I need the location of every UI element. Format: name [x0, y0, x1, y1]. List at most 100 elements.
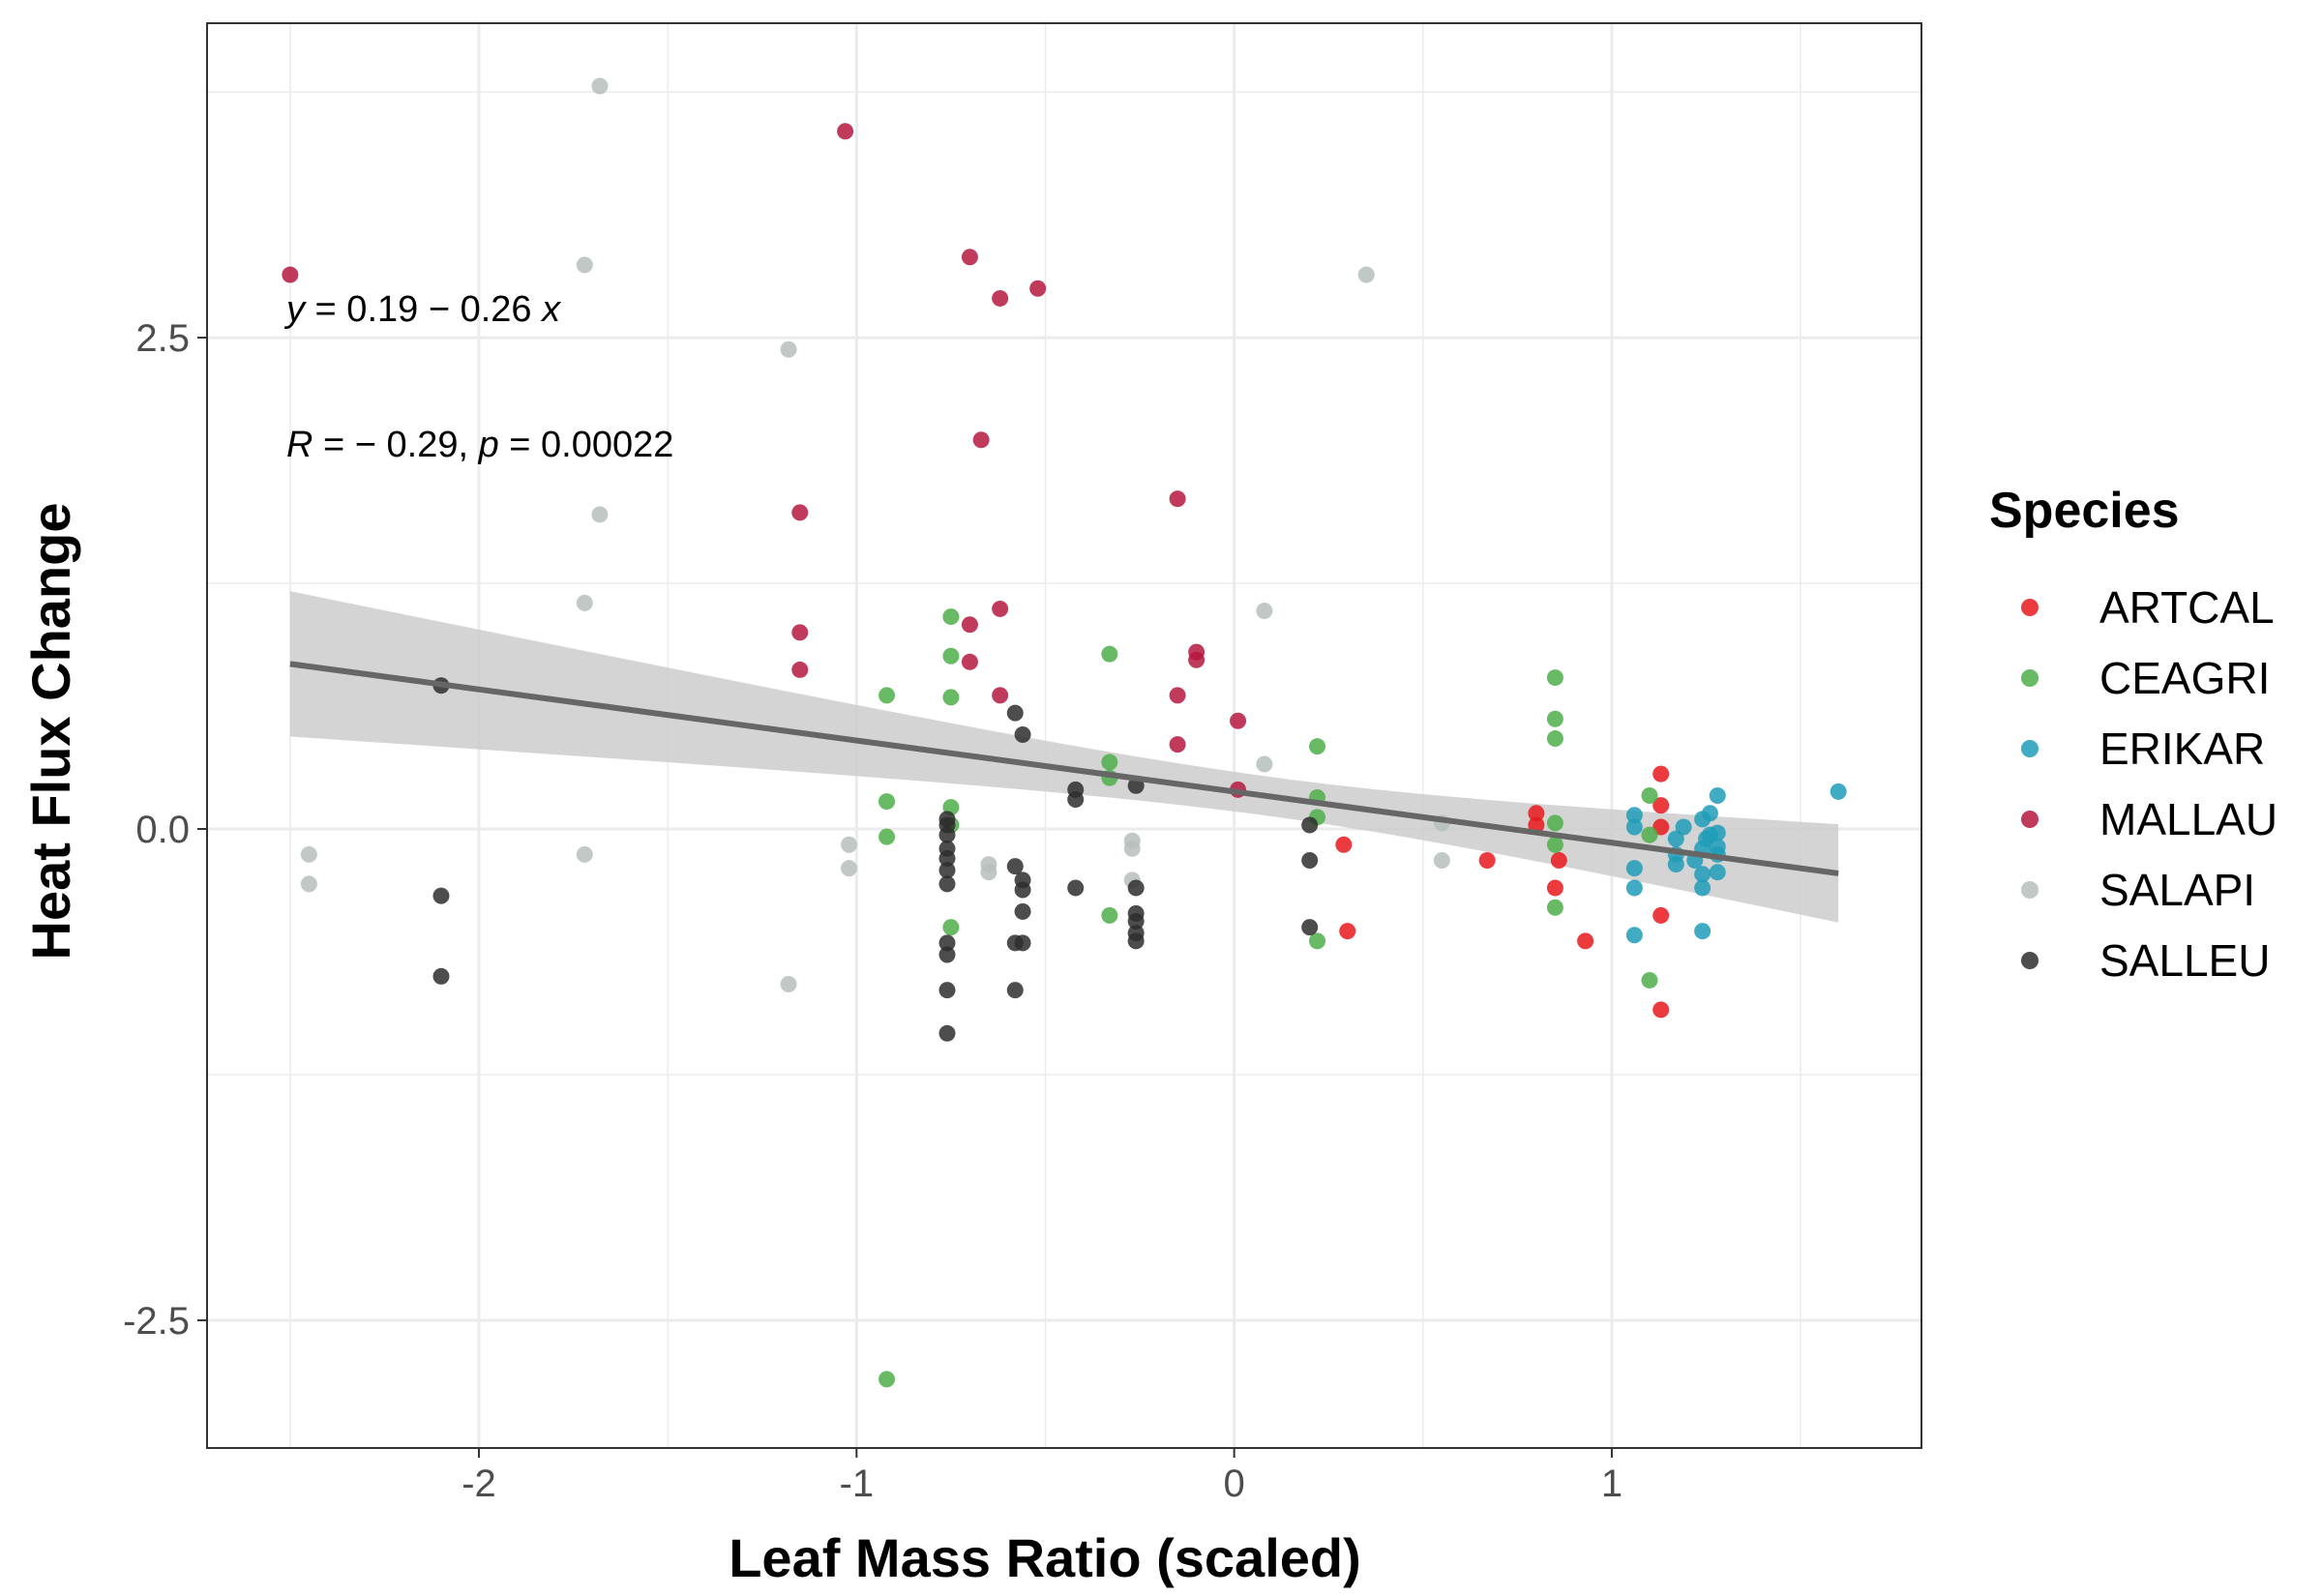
data-point	[942, 608, 960, 626]
data-point	[282, 266, 299, 283]
data-point	[1101, 906, 1118, 924]
confidence-band	[289, 591, 1839, 923]
data-point	[791, 504, 809, 521]
data-point	[878, 793, 896, 811]
y-tick-label: 2.5	[135, 317, 190, 360]
y-axis-title: Heat Flux Change	[20, 503, 81, 961]
data-point	[992, 687, 1009, 704]
data-point	[1625, 860, 1643, 877]
panel-border	[206, 22, 1922, 1449]
data-point	[1694, 866, 1712, 883]
data-point	[938, 946, 956, 963]
data-point	[791, 624, 809, 641]
stats-r-value: = − 0.29,	[313, 425, 478, 465]
data-point	[1256, 755, 1273, 773]
data-point	[432, 887, 450, 904]
data-point	[1694, 879, 1712, 897]
legend-key-mallau	[2021, 811, 2039, 828]
axis-ticks: -2 -1 0 1 -2.5 0.0 2.5	[123, 317, 1622, 1505]
data-point	[1006, 982, 1024, 999]
equation-body: = 0.19 − 0.26	[305, 289, 542, 330]
data-point	[992, 600, 1009, 617]
legend-key-salapi	[2021, 881, 2039, 899]
data-point	[1230, 712, 1247, 729]
legend-label-artcal: ARTCAL	[2099, 582, 2275, 633]
x-tick-label: 0	[1224, 1463, 1245, 1505]
series-salapi	[300, 77, 1450, 993]
data-point	[961, 249, 978, 266]
data-point	[1067, 791, 1085, 809]
data-point	[1188, 651, 1206, 668]
legend-key-artcal	[2021, 599, 2039, 616]
data-point	[972, 431, 990, 449]
x-axis-title: Leaf Mass Ratio (scaled)	[729, 1527, 1361, 1588]
data-point	[878, 1371, 896, 1388]
legend: Species ARTCAL CEAGRI ERIKAR MALLAU SALAPI SA…	[1989, 483, 2277, 986]
data-point	[1546, 879, 1563, 897]
data-point	[1256, 602, 1273, 619]
data-point	[300, 875, 317, 893]
regression-line-layer	[289, 661, 1839, 876]
data-point	[1301, 852, 1319, 870]
data-point	[938, 849, 956, 867]
legend-label-salleu: SALLEU	[2099, 935, 2270, 986]
series-mallau	[282, 123, 1247, 798]
data-point	[938, 826, 956, 843]
equation-x-symbol: x	[540, 289, 562, 330]
legend-key-erikar	[2021, 740, 2039, 757]
data-point	[1709, 786, 1726, 804]
stats-annotation: R = − 0.29, p = 0.00022	[286, 425, 673, 465]
data-point	[1550, 852, 1567, 870]
data-point	[1478, 852, 1496, 870]
data-point	[1830, 783, 1847, 800]
data-point	[1546, 899, 1563, 916]
data-point	[1014, 881, 1031, 899]
grid-lines	[207, 23, 1921, 1448]
data-point	[1546, 814, 1563, 832]
data-point	[961, 653, 978, 670]
data-point	[1701, 805, 1718, 822]
data-point	[1101, 645, 1118, 663]
data-point	[841, 836, 858, 853]
data-point	[1301, 816, 1319, 834]
y-tick-label: -2.5	[123, 1300, 190, 1343]
data-point	[878, 828, 896, 845]
data-point	[1169, 490, 1186, 508]
data-point	[1127, 912, 1145, 930]
legend-label-mallau: MALLAU	[2099, 794, 2277, 844]
series-salleu	[432, 677, 1319, 1042]
data-point	[300, 845, 317, 863]
data-point	[942, 689, 960, 706]
data-point	[1652, 1001, 1670, 1019]
data-point	[1546, 669, 1563, 687]
data-point	[1339, 923, 1356, 940]
data-point	[1641, 971, 1658, 989]
data-point	[1652, 765, 1670, 783]
data-point	[1029, 280, 1047, 297]
data-point	[1694, 923, 1712, 940]
data-point	[780, 976, 797, 993]
data-point	[1169, 687, 1186, 704]
data-point	[1546, 836, 1563, 853]
data-point	[1014, 725, 1031, 743]
data-point	[1625, 879, 1643, 897]
data-point	[1301, 919, 1319, 936]
data-point	[1546, 710, 1563, 727]
data-point	[942, 919, 960, 936]
data-point	[1667, 830, 1684, 847]
regression-line	[289, 661, 1839, 876]
stats-r-symbol: R	[286, 425, 313, 465]
data-point	[938, 934, 956, 952]
data-point	[1169, 736, 1186, 754]
data-point	[992, 289, 1009, 307]
legend-key-salleu	[2021, 952, 2039, 969]
series-artcal	[1335, 765, 1670, 1019]
equation-y-symbol: y	[283, 289, 307, 330]
legend-label-erikar: ERIKAR	[2099, 724, 2265, 774]
data-point	[938, 862, 956, 879]
stats-p-value: = 0.00022	[499, 425, 674, 465]
data-point	[1309, 932, 1326, 950]
data-point	[938, 875, 956, 893]
series-ceagri	[878, 608, 1658, 1388]
data-point	[1006, 858, 1024, 875]
